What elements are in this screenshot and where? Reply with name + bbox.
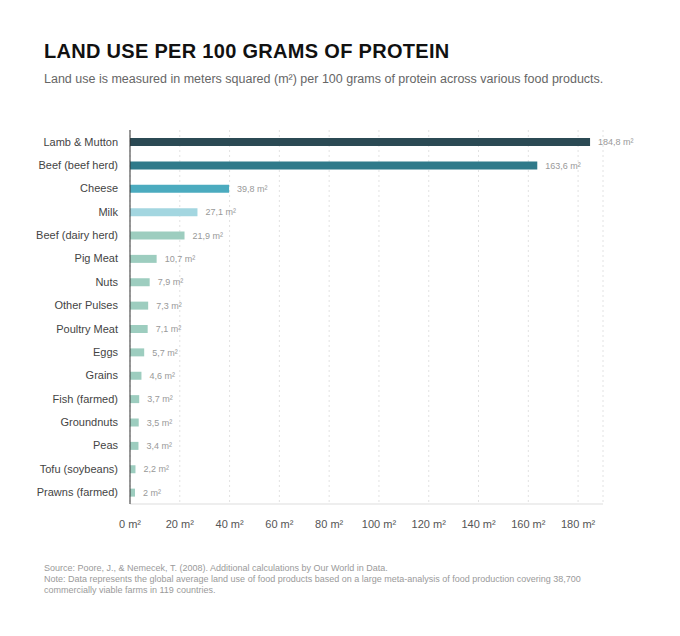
svg-text:7,1 m²: 7,1 m²	[156, 324, 182, 334]
svg-text:Groundnuts: Groundnuts	[61, 416, 119, 428]
html-text:Land use is measured in meters: Land use is measured in meters squared (…	[44, 72, 604, 86]
svg-text:160 m²: 160 m²	[511, 518, 546, 530]
svg-text:Nuts: Nuts	[95, 276, 118, 288]
svg-text:180 m²: 180 m²	[561, 518, 596, 530]
svg-text:Lamb & Mutton: Lamb & Mutton	[43, 136, 118, 148]
svg-text:4,6 m²: 4,6 m²	[149, 371, 175, 381]
svg-text:3,7 m²: 3,7 m²	[147, 394, 173, 404]
svg-text:Peas: Peas	[93, 439, 119, 451]
html-text:Note: Data represents the glob: Note: Data represents the global average…	[44, 574, 581, 595]
svg-text:39,8 m²: 39,8 m²	[237, 184, 268, 194]
svg-text:Grains: Grains	[86, 369, 119, 381]
svg-text:60 m²: 60 m²	[265, 518, 293, 530]
svg-text:Fish (farmed): Fish (farmed)	[53, 393, 118, 405]
svg-text:20 m²: 20 m²	[166, 518, 194, 530]
svg-text:184,8 m²: 184,8 m²	[598, 137, 634, 147]
svg-text:2 m²: 2 m²	[143, 488, 161, 498]
svg-text:7,9 m²: 7,9 m²	[158, 277, 184, 287]
svg-text:27,1 m²: 27,1 m²	[205, 207, 236, 217]
svg-text:Other Pulses: Other Pulses	[54, 299, 118, 311]
svg-text:3,4 m²: 3,4 m²	[146, 441, 172, 451]
svg-text:Cheese: Cheese	[80, 182, 118, 194]
svg-text:Milk: Milk	[98, 206, 118, 218]
svg-text:5,7 m²: 5,7 m²	[152, 348, 178, 358]
svg-text:2,2 m²: 2,2 m²	[143, 464, 169, 474]
svg-text:Eggs: Eggs	[93, 346, 119, 358]
svg-text:163,6 m²: 163,6 m²	[545, 161, 581, 171]
svg-text:100 m²: 100 m²	[362, 518, 397, 530]
svg-text:120 m²: 120 m²	[412, 518, 447, 530]
svg-text:21,9 m²: 21,9 m²	[193, 231, 224, 241]
html-text:LAND USE PER 100 GRAMS OF PROT: LAND USE PER 100 GRAMS OF PROTEIN	[44, 40, 450, 62]
svg-text:Prawns (farmed): Prawns (farmed)	[37, 486, 118, 498]
svg-text:3,5 m²: 3,5 m²	[147, 418, 173, 428]
svg-text:Beef (beef herd): Beef (beef herd)	[39, 159, 119, 171]
svg-text:Tofu (soybeans): Tofu (soybeans)	[40, 463, 118, 475]
svg-text:10,7 m²: 10,7 m²	[165, 254, 196, 264]
svg-text:80 m²: 80 m²	[315, 518, 343, 530]
svg-text:0 m²: 0 m²	[119, 518, 141, 530]
svg-text:140 m²: 140 m²	[461, 518, 496, 530]
html-text:Source: Poore, J., & Nemecek,: Source: Poore, J., & Nemecek, T. (2008).…	[44, 563, 388, 573]
svg-text:40 m²: 40 m²	[216, 518, 244, 530]
svg-text:Pig Meat: Pig Meat	[75, 252, 118, 264]
svg-text:Beef (dairy herd): Beef (dairy herd)	[36, 229, 118, 241]
svg-text:Poultry Meat: Poultry Meat	[56, 323, 118, 335]
svg-text:7,3 m²: 7,3 m²	[156, 301, 182, 311]
